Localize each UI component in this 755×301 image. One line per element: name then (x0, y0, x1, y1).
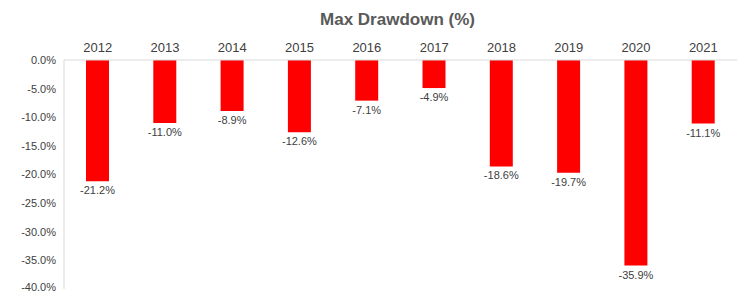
svg-text:-20.0%: -20.0% (21, 168, 56, 180)
svg-text:-21.2%: -21.2% (80, 184, 115, 196)
svg-text:-11.1%: -11.1% (686, 127, 720, 139)
svg-text:-5.0%: -5.0% (27, 83, 56, 95)
svg-text:2013: 2013 (150, 40, 179, 55)
svg-text:2016: 2016 (352, 40, 381, 55)
svg-text:-12.6%: -12.6% (282, 135, 317, 147)
svg-text:2019: 2019 (554, 40, 583, 55)
svg-text:2020: 2020 (622, 40, 651, 55)
svg-text:-8.9%: -8.9% (218, 114, 247, 126)
svg-text:2021: 2021 (689, 40, 718, 55)
svg-text:2018: 2018 (487, 40, 516, 55)
svg-text:2017: 2017 (420, 40, 449, 55)
svg-text:-19.7%: -19.7% (551, 176, 586, 188)
svg-text:2014: 2014 (218, 40, 247, 55)
svg-text:2015: 2015 (285, 40, 314, 55)
svg-text:-7.1%: -7.1% (352, 104, 381, 116)
svg-text:-30.0%: -30.0% (21, 226, 56, 238)
svg-text:-35.0%: -35.0% (21, 254, 56, 266)
svg-text:0.0%: 0.0% (31, 54, 56, 66)
svg-text:-4.9%: -4.9% (420, 91, 449, 103)
svg-text:-25.0%: -25.0% (21, 197, 56, 209)
svg-text:-11.0%: -11.0% (148, 126, 182, 138)
html-text:Max Drawdown (%): Max Drawdown (%) (320, 10, 475, 29)
svg-text:-15.0%: -15.0% (21, 140, 56, 152)
svg-text:2012: 2012 (83, 40, 112, 55)
svg-text:-35.9%: -35.9% (618, 269, 653, 281)
svg-text:-40.0%: -40.0% (21, 281, 56, 293)
svg-text:-10.0%: -10.0% (21, 111, 56, 123)
svg-text:-18.6%: -18.6% (484, 169, 519, 181)
